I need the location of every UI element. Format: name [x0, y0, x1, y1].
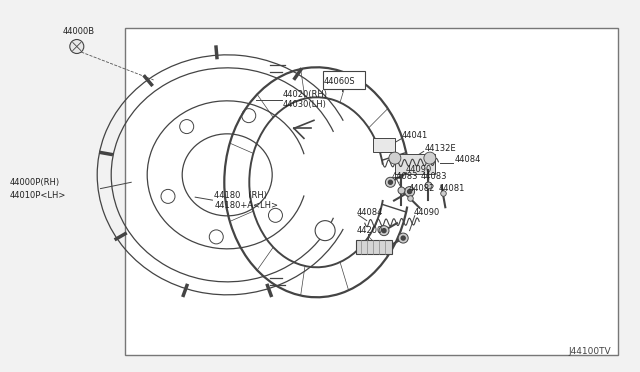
Text: 44082: 44082: [408, 184, 435, 193]
Text: 44090: 44090: [414, 208, 440, 217]
Text: 44020(RH): 44020(RH): [283, 90, 328, 99]
Circle shape: [398, 233, 408, 243]
Circle shape: [242, 109, 256, 123]
Circle shape: [401, 236, 405, 240]
Text: 44041: 44041: [402, 131, 428, 140]
Text: 44060S: 44060S: [323, 77, 355, 86]
Text: 44081: 44081: [438, 184, 465, 193]
Text: 44084: 44084: [356, 208, 383, 217]
Text: 44083: 44083: [420, 172, 447, 181]
Text: J44100TV: J44100TV: [568, 347, 611, 356]
Circle shape: [408, 190, 412, 193]
Text: 44084: 44084: [454, 155, 481, 164]
Text: 44000B: 44000B: [63, 27, 95, 36]
Bar: [395, 154, 435, 174]
Bar: [373, 138, 395, 152]
Circle shape: [389, 152, 401, 164]
Circle shape: [315, 221, 335, 241]
Text: 44090: 44090: [406, 165, 432, 174]
Text: 44030(LH): 44030(LH): [283, 100, 327, 109]
Circle shape: [388, 180, 392, 184]
Bar: [356, 240, 392, 254]
Bar: [323, 71, 365, 89]
Text: 44010P<LH>: 44010P<LH>: [10, 191, 66, 200]
Text: 44083: 44083: [392, 172, 418, 181]
Circle shape: [424, 152, 436, 164]
Circle shape: [404, 187, 415, 196]
Circle shape: [161, 189, 175, 203]
Circle shape: [180, 119, 194, 134]
Text: 44200: 44200: [356, 226, 383, 235]
Text: 44132E: 44132E: [424, 144, 456, 153]
Text: 44180   (RH): 44180 (RH): [214, 191, 268, 200]
Circle shape: [268, 208, 282, 222]
Circle shape: [379, 226, 389, 235]
Bar: [125, 28, 618, 355]
Circle shape: [382, 229, 386, 232]
Circle shape: [209, 230, 223, 244]
Circle shape: [385, 177, 396, 187]
Text: 44180+A<LH>: 44180+A<LH>: [214, 201, 278, 210]
Text: 44000P(RH): 44000P(RH): [10, 178, 60, 187]
Circle shape: [70, 39, 84, 54]
